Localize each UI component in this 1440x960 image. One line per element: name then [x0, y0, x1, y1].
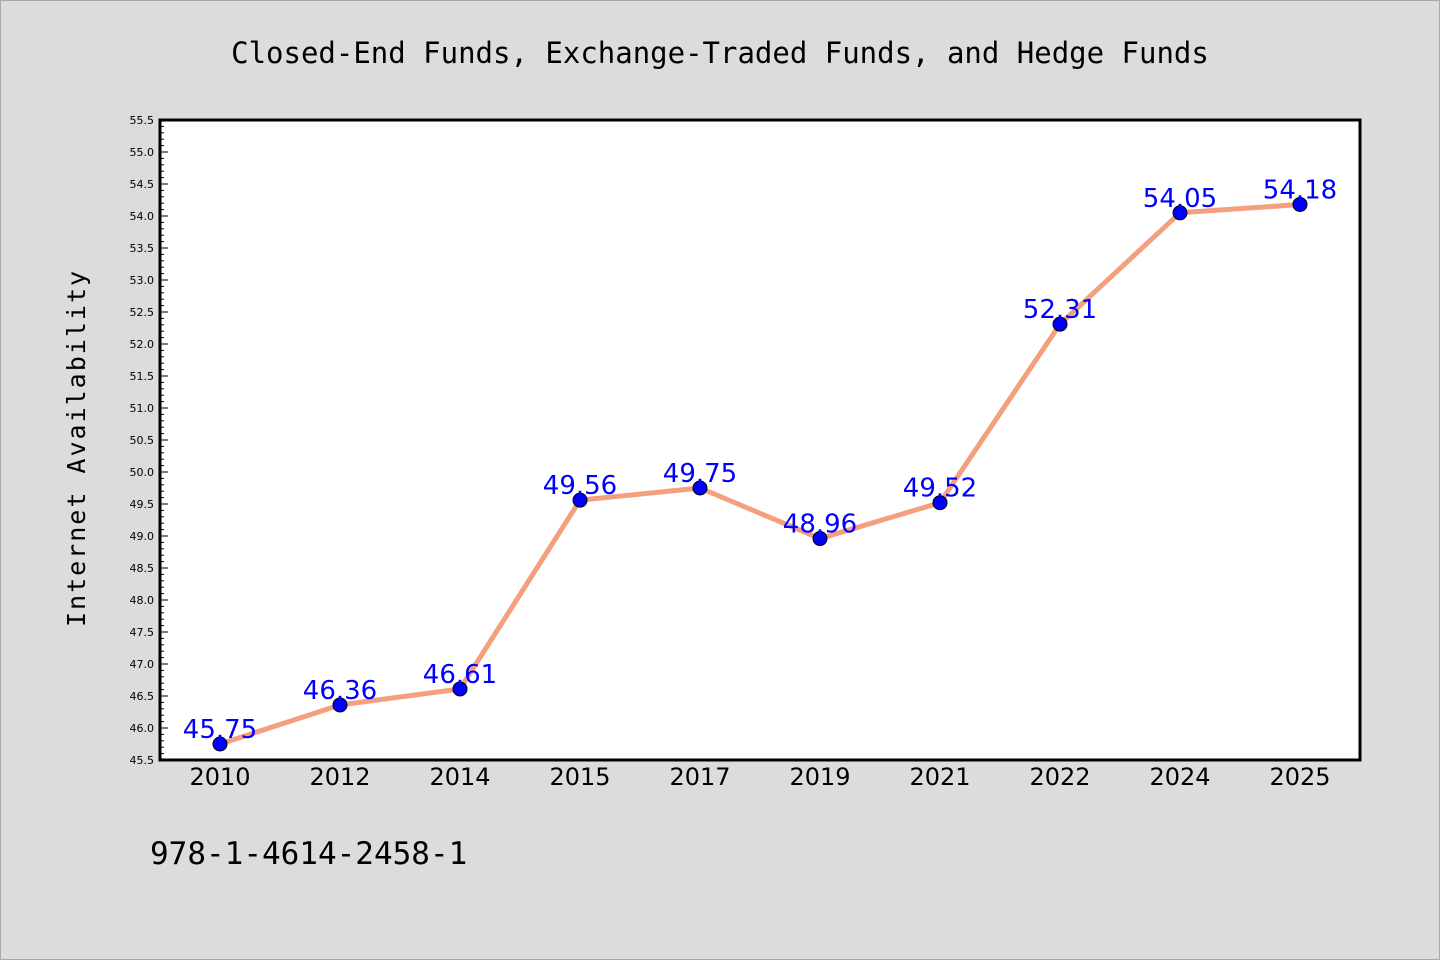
series-line [217, 201, 1303, 747]
x-tick-label: 2010 [189, 763, 250, 791]
data-point [1172, 205, 1188, 221]
y-tick-label: 47.5 [130, 626, 155, 639]
y-tick-label: 55.5 [130, 114, 155, 127]
y-tick-label: 52.0 [130, 338, 155, 351]
y-tick-label: 54.5 [130, 178, 155, 191]
x-tick-label: 2012 [309, 763, 370, 791]
x-tick-label: 2019 [789, 763, 850, 791]
data-label: 54.18 [1263, 175, 1337, 205]
y-tick-label: 51.0 [130, 402, 155, 415]
chart-title: Closed-End Funds, Exchange-Traded Funds,… [231, 36, 1209, 70]
series-line-layer [217, 201, 1303, 747]
x-tick-label: 2025 [1269, 763, 1330, 791]
y-tick-label: 45.5 [130, 754, 155, 767]
y-tick-label: 50.5 [130, 434, 155, 447]
data-point [1052, 316, 1068, 332]
y-tick-label: 48.0 [130, 594, 155, 607]
y-tick-label: 46.5 [130, 690, 155, 703]
x-tick-label: 2021 [909, 763, 970, 791]
data-label: 46.61 [423, 660, 497, 690]
y-tick-label: 52.5 [130, 306, 155, 319]
data-label: 52.31 [1023, 295, 1097, 325]
y-tick-label: 53.5 [130, 242, 155, 255]
data-point [1292, 196, 1308, 212]
data-point [572, 492, 588, 508]
y-tick-label: 51.5 [130, 370, 155, 383]
x-tick-label: 2014 [429, 763, 490, 791]
y-tick-label: 55.0 [130, 146, 155, 159]
plot-border [158, 118, 1362, 762]
data-label: 49.56 [543, 471, 617, 501]
x-tick-label: 2024 [1149, 763, 1210, 791]
data-label: 54.05 [1143, 184, 1217, 214]
y-tick-label: 50.0 [130, 466, 155, 479]
x-tick-label: 2015 [549, 763, 610, 791]
x-tick-label: 2022 [1029, 763, 1090, 791]
y-tick-label: 54.0 [130, 210, 155, 223]
data-points [212, 196, 1308, 752]
y-tick-label: 46.0 [130, 722, 155, 735]
y-tick-label: 49.0 [130, 530, 155, 543]
data-label: 48.96 [783, 510, 857, 540]
data-labels: 45.75 46.36 46.61 49.56 49.75 48.96 49.52 52.31… [183, 175, 1337, 745]
y-tick-label: 53.0 [130, 274, 155, 287]
data-label: 49.52 [903, 474, 977, 504]
x-axis-ticks: 2010 2012 2014 2015 2017 2019 2021 2022 2024 2025 [189, 763, 1330, 791]
y-axis-label: Internet Availability [62, 269, 91, 627]
data-label: 46.36 [303, 676, 377, 706]
data-point [932, 495, 948, 511]
data-point [452, 681, 468, 697]
isbn-footer: 978-1-4614-2458-1 [150, 836, 467, 872]
plot-area [160, 120, 1360, 760]
data-point [332, 697, 348, 713]
data-point [812, 531, 828, 547]
data-label: 49.75 [663, 459, 737, 489]
data-point [212, 736, 228, 752]
x-tick-label: 2017 [669, 763, 730, 791]
data-point [692, 480, 708, 496]
y-tick-label: 47.0 [130, 658, 155, 671]
y-tick-label: 49.5 [130, 498, 155, 511]
y-tick-label: 48.5 [130, 562, 155, 575]
data-label: 45.75 [183, 715, 257, 745]
